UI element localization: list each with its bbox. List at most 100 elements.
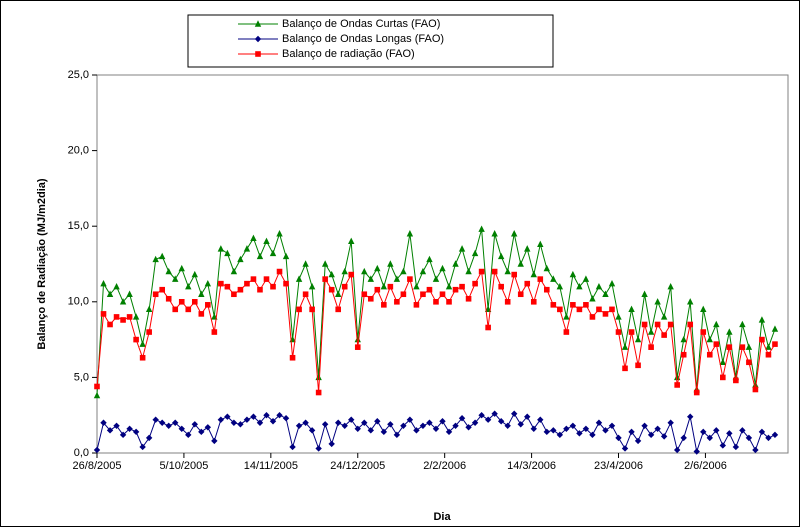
data-point [159,286,165,293]
data-point [544,286,550,293]
data-point [341,422,348,429]
data-point [537,416,544,423]
data-point [706,351,713,358]
data-point [361,419,368,426]
legend-marker [254,35,262,43]
data-point [400,267,407,275]
data-point [269,418,277,425]
data-point [726,328,733,335]
data-point [667,282,674,290]
data-point [543,428,551,436]
data-point [354,335,361,343]
data-point [328,440,335,448]
data-point [641,321,648,328]
data-point [315,389,322,396]
data-point [557,306,563,313]
data-point [634,437,642,445]
data-point [511,230,518,237]
data-point [589,295,596,302]
data-point [752,386,759,393]
data-point [172,275,179,282]
data-point [706,434,713,442]
data-point [615,434,622,442]
data-point [583,302,589,308]
data-point [165,422,172,429]
data-point [308,427,316,434]
data-point [211,437,218,445]
data-point [458,415,466,422]
data-point [393,275,401,282]
data-point [426,286,433,293]
data-point [406,230,414,237]
data-point [673,446,681,454]
data-point [609,306,615,313]
data-point [133,336,139,343]
data-point [654,321,661,328]
data-point [283,280,289,287]
data-point [205,302,211,308]
data-point [491,230,498,237]
data-point [198,428,205,436]
data-point [243,245,251,252]
data-point [759,336,765,343]
data-point [432,425,440,433]
data-point [145,434,153,442]
data-point [224,283,231,290]
data-point [374,286,381,293]
data-point [289,354,296,361]
data-point [419,267,427,275]
data-point [237,255,244,263]
data-point [595,419,603,426]
data-point [497,252,505,260]
data-point [556,431,564,439]
data-point [400,291,407,298]
data-point [446,299,452,305]
data-point [478,268,485,275]
data-point [608,279,616,287]
data-point [771,431,779,439]
data-point [165,267,172,275]
data-point [693,389,700,396]
data-point [308,282,316,290]
data-point [230,267,238,275]
data-point [250,413,257,420]
data-point [126,314,133,320]
legend-label: Balanço de Ondas Longas (FAO) [282,33,444,45]
data-point [720,374,726,381]
data-point [439,291,446,298]
data-point [348,416,355,423]
data-point [608,422,616,429]
y-tick-label: 5,0 [74,371,89,383]
legend-marker [255,51,261,57]
data-point [406,416,414,423]
data-point [647,328,655,335]
data-point [634,335,642,343]
data-point [191,299,198,305]
data-point [113,282,120,290]
data-point [276,268,283,275]
data-point [387,421,394,428]
data-point [361,291,368,298]
y-tick-label: 0,0 [74,447,89,459]
data-point [445,428,453,436]
data-point [589,431,596,439]
data-point [263,237,270,245]
data-point [654,425,661,433]
data-point [621,445,629,452]
data-point [478,225,485,232]
data-point [687,298,694,305]
data-point [524,413,531,420]
data-point [100,419,107,426]
data-point [276,230,283,237]
data-point [733,377,739,384]
data-point [263,412,270,419]
legend-marker [254,20,262,27]
data-point [641,290,648,297]
data-point [771,325,779,332]
data-point [191,421,198,428]
data-point [132,313,140,320]
data-point [576,430,583,437]
data-point [204,279,212,287]
data-point [726,430,733,437]
